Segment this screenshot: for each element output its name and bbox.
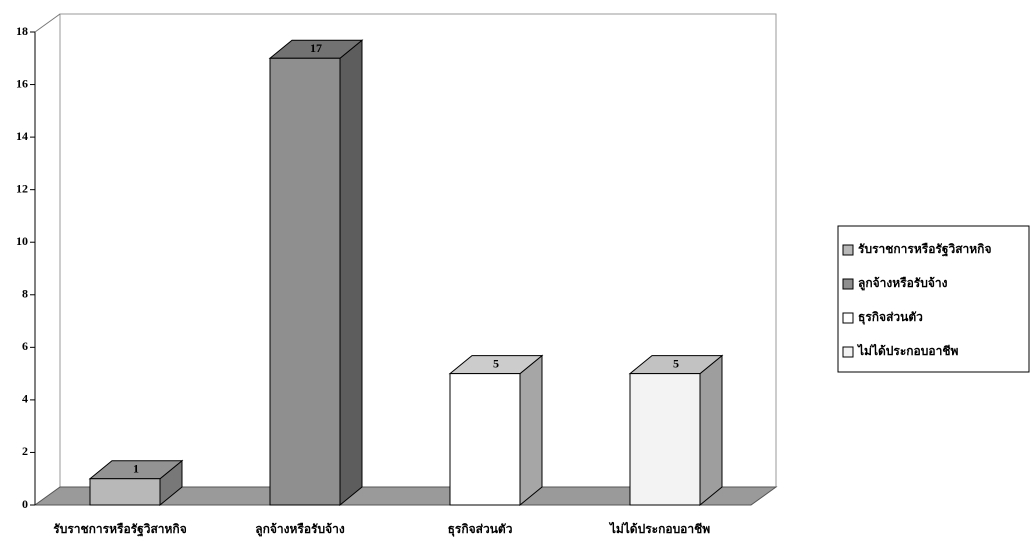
legend-label: ไม่ได้ประกอบอาชีพ	[856, 343, 958, 358]
bar-side	[519, 354, 543, 507]
value-label: 1	[133, 461, 139, 475]
bar	[269, 57, 341, 506]
bar-side	[339, 39, 363, 507]
legend-swatch	[842, 346, 854, 358]
y-tick-label: 8	[22, 287, 28, 301]
bar	[629, 373, 701, 506]
x-tick-label: ไม่ได้ประกอบอาชีพ	[608, 521, 710, 536]
value-label: 17	[310, 41, 322, 55]
legend-swatch	[842, 244, 854, 256]
wall-edge	[34, 13, 61, 33]
value-label: 5	[673, 356, 679, 370]
y-tick-label: 2	[22, 444, 28, 458]
bar-side	[699, 354, 723, 507]
x-tick-label: รับราชการหรือรัฐวิสาหกิจ	[53, 522, 186, 537]
legend-swatch	[842, 278, 854, 290]
legend-label: ธุรกิจส่วนตัว	[858, 310, 923, 325]
y-tick-label: 14	[16, 129, 28, 143]
y-tick-label: 4	[22, 392, 28, 406]
value-label: 5	[493, 356, 499, 370]
y-tick-label: 16	[16, 76, 28, 90]
y-tick-label: 0	[22, 497, 28, 511]
legend-swatch	[842, 312, 854, 324]
y-tick-label: 18	[16, 24, 28, 38]
bar	[89, 478, 161, 506]
legend-label: ลูกจ้างหรือรับจ้าง	[858, 276, 948, 291]
y-tick-label: 10	[16, 234, 28, 248]
bar	[449, 373, 521, 506]
x-tick-label: ธุรกิจส่วนตัว	[448, 522, 513, 537]
y-tick-label: 6	[22, 339, 28, 353]
legend-label: รับราชการหรือรัฐวิสาหกิจ	[858, 242, 991, 257]
legend	[837, 225, 1030, 373]
y-tick-label: 12	[16, 181, 28, 195]
x-tick-label: ลูกจ้างหรือรับจ้าง	[255, 522, 345, 537]
